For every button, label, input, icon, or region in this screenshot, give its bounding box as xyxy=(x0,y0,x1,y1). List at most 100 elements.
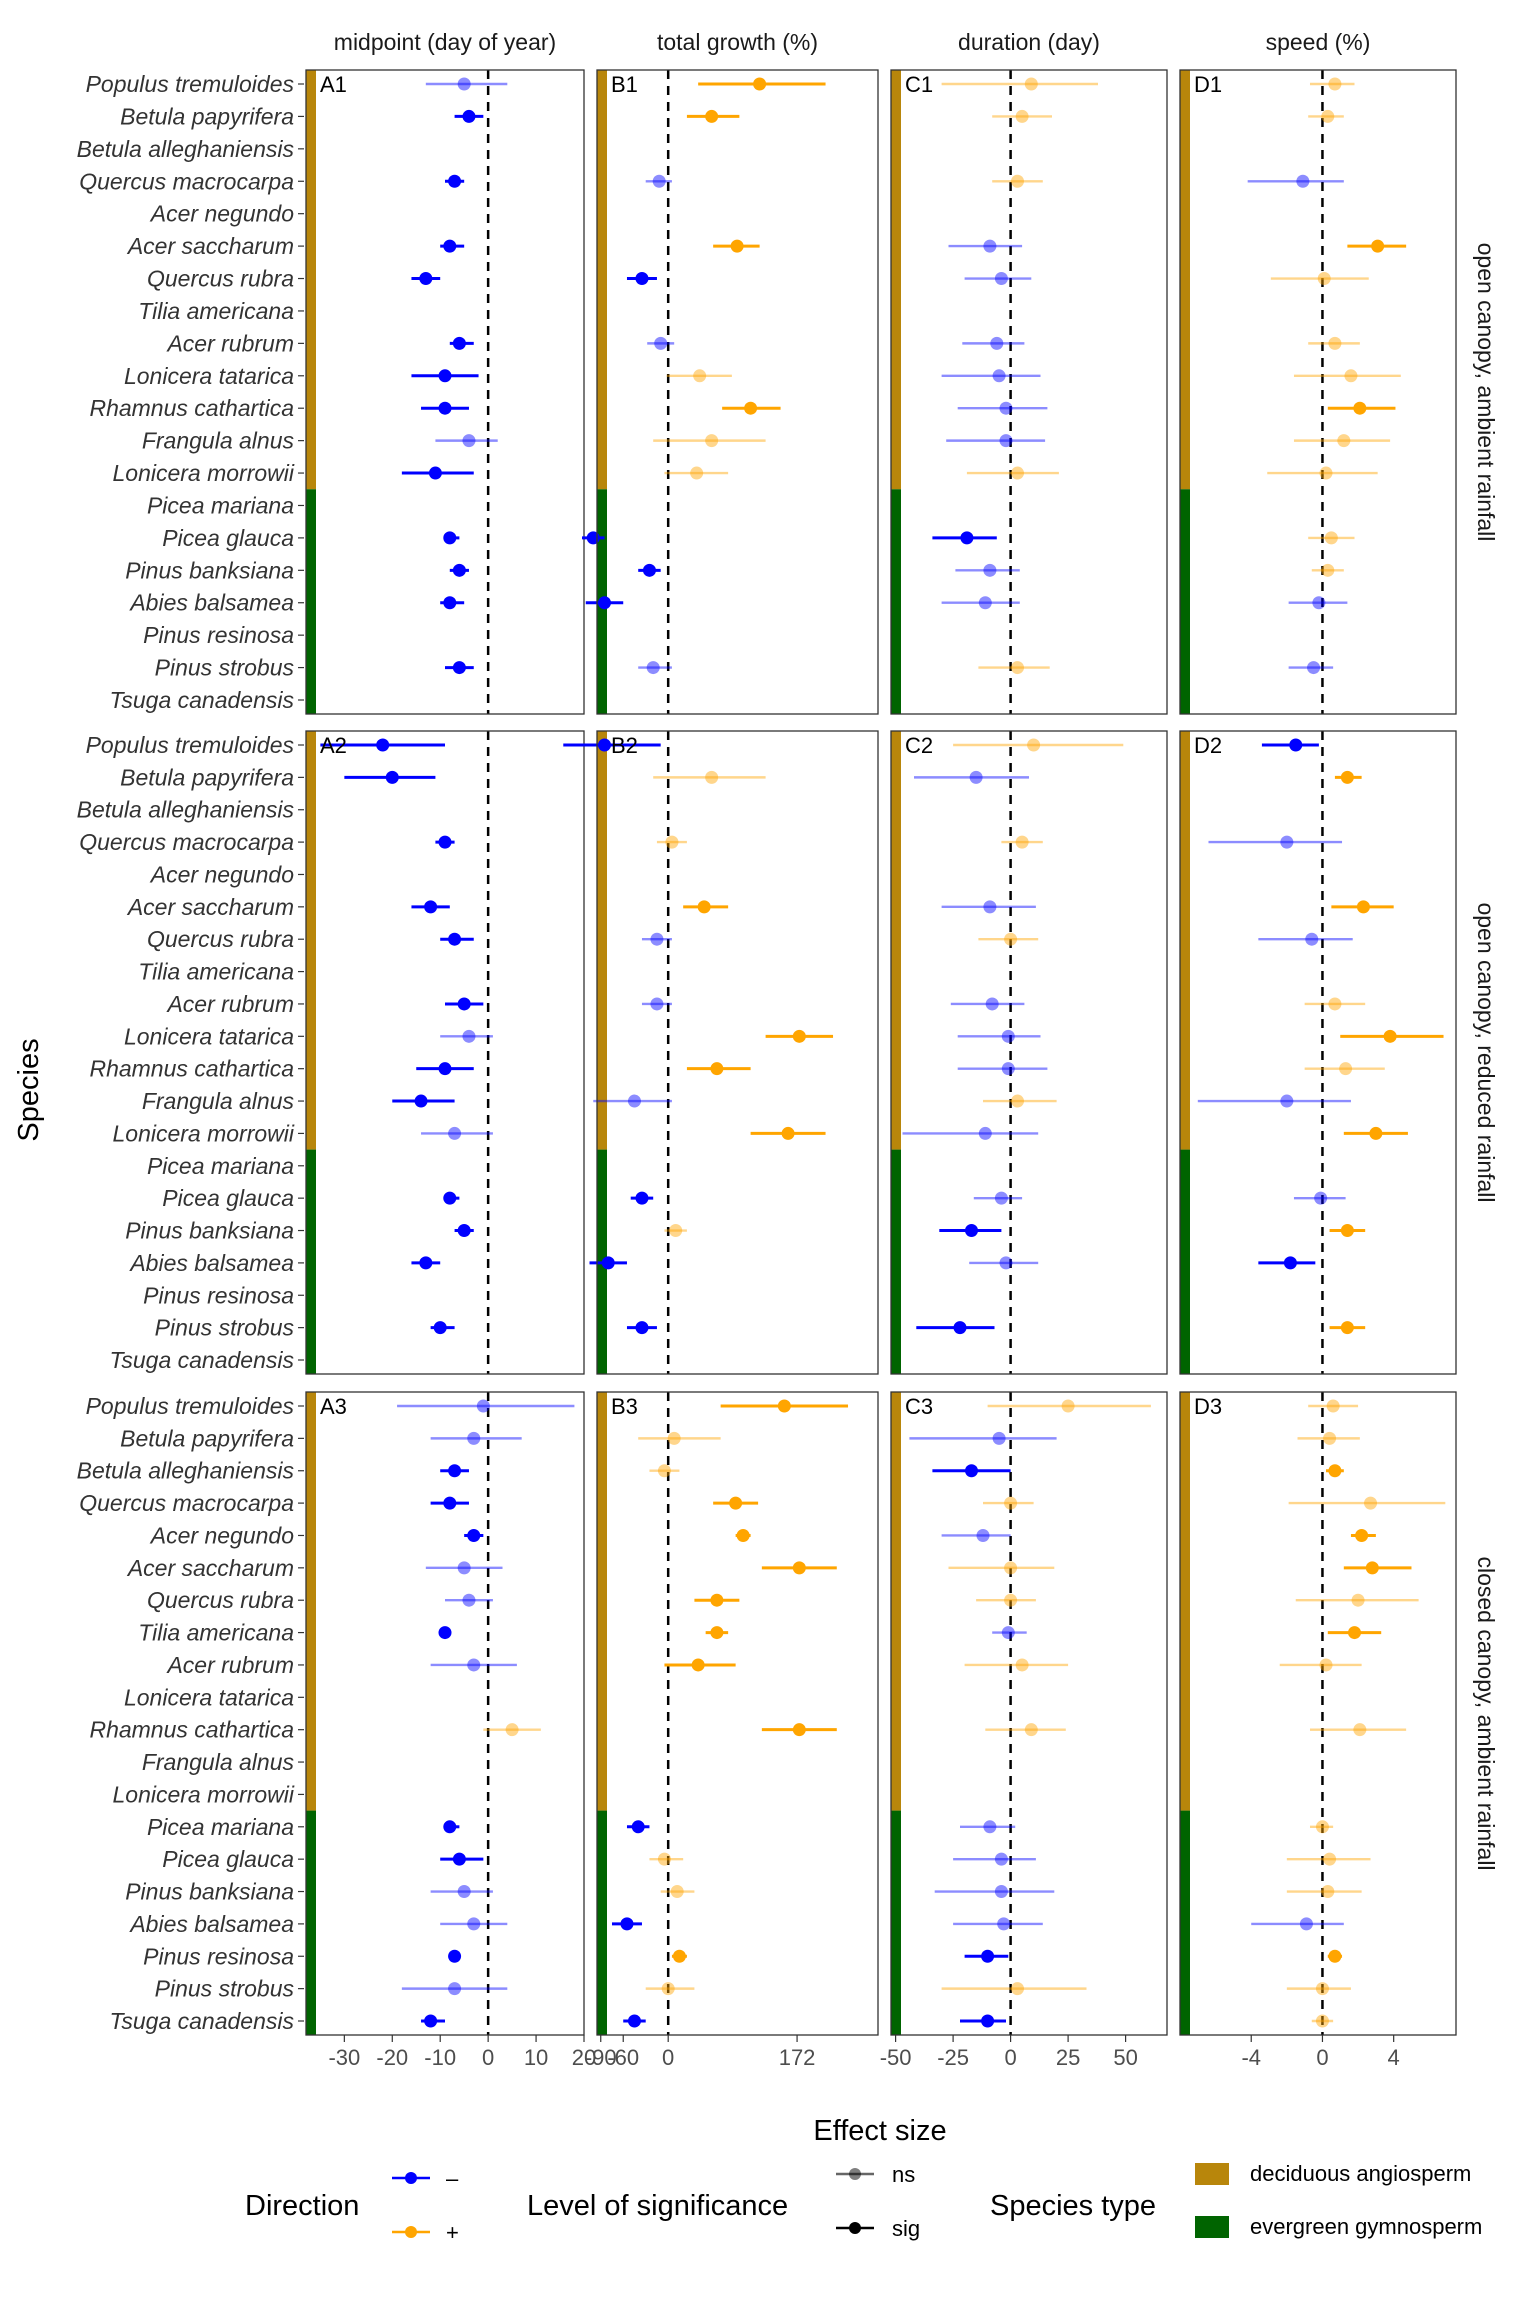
species-type-strip-evergreen-gymnosperm xyxy=(1180,489,1190,714)
point-b1-picea-glauca xyxy=(586,531,600,545)
panel-border xyxy=(596,730,879,1375)
point-c2-pinus-banksiana xyxy=(965,1224,978,1238)
panel-border xyxy=(1179,1391,1457,2036)
labels-layer: midpoint (day of year) total growth (%) du… xyxy=(77,29,1499,2034)
species-type-strip-deciduous-angiosperm xyxy=(891,1392,901,1811)
point-c2-picea-glauca xyxy=(994,1191,1008,1205)
point-a1-acer-saccharum xyxy=(443,239,457,253)
species-label-2-betula-papyrifera: Betula papyrifera xyxy=(120,764,294,790)
panels-layer: A1 B1 C1 D1 A2 B2 C2 D2 A3 -30 -20 -10 0 10 20 B3 -90-60… xyxy=(305,69,1457,2070)
species-label-1-pinus-banksiana: Pinus banksiana xyxy=(125,557,294,583)
point-c1-pinus-strobus xyxy=(1011,661,1024,675)
point-a3-rhamnus-cathartica xyxy=(505,1723,519,1737)
species-label-1-pinus-strobus: Pinus strobus xyxy=(155,655,295,681)
point-b2-quercus-macrocarpa xyxy=(665,835,679,849)
species-label-2-betula-alleghaniensis: Betula alleghaniensis xyxy=(77,797,295,823)
point-b3-abies-balsamea xyxy=(620,1917,634,1931)
point-d1-populus-tremuloides xyxy=(1328,77,1342,91)
panel-border xyxy=(596,69,879,715)
point-c3-betula-alleghaniensis xyxy=(965,1464,978,1478)
point-d3-betula-alleghaniensis xyxy=(1328,1464,1342,1478)
species-label-2-lonicera-tatarica: Lonicera tatarica xyxy=(124,1023,294,1049)
panel-tag-b3: B3 xyxy=(611,1394,638,1419)
point-c3-tilia-americana xyxy=(1001,1626,1015,1640)
point-a2-lonicera-morrowii xyxy=(448,1126,462,1140)
point-a3-populus-tremuloides xyxy=(476,1399,490,1413)
point-c2-quercus-rubra xyxy=(1004,932,1018,946)
point-b2-abies-balsamea xyxy=(601,1256,615,1270)
point-d2-betula-papyrifera xyxy=(1340,770,1354,784)
point-b3-quercus-macrocarpa xyxy=(729,1496,743,1510)
point-a1-abies-balsamea xyxy=(443,596,457,610)
species-label-3-quercus-rubra: Quercus rubra xyxy=(147,1587,294,1613)
point-b2-populus-tremuloides xyxy=(597,738,611,752)
point-d2-pinus-strobus xyxy=(1340,1321,1354,1335)
point-d1-lonicera-morrowii xyxy=(1319,466,1333,480)
point-c1-lonicera-tatarica xyxy=(992,369,1006,383)
panel-tag-d1: D1 xyxy=(1194,72,1222,97)
point-d2-lonicera-tatarica xyxy=(1383,1029,1397,1043)
panel-border xyxy=(596,1391,879,2036)
point-b2-lonicera-tatarica xyxy=(792,1029,806,1043)
species-label-3-rhamnus-cathartica: Rhamnus cathartica xyxy=(89,1717,294,1743)
species-label-1-populus-tremuloides: Populus tremuloides xyxy=(86,71,295,97)
y-axis-title: Species xyxy=(13,1038,45,1141)
point-d2-abies-balsamea xyxy=(1283,1256,1297,1270)
point-b3-acer-saccharum xyxy=(792,1561,806,1575)
point-b1-frangula-alnus xyxy=(705,434,719,448)
species-label-2-abies-balsamea: Abies balsamea xyxy=(128,1250,294,1276)
panel-border xyxy=(890,69,1168,715)
species-label-1-rhamnus-cathartica: Rhamnus cathartica xyxy=(89,395,294,421)
point-d3-pinus-banksiana xyxy=(1321,1885,1335,1899)
point-d2-rhamnus-cathartica xyxy=(1339,1062,1353,1076)
point-c3-acer-negundo xyxy=(976,1528,990,1542)
point-c2-rhamnus-cathartica xyxy=(1001,1062,1015,1076)
point-c3-picea-mariana xyxy=(983,1820,997,1834)
x-tick-label-2-0: -90 xyxy=(585,2045,617,2070)
legend-species-type: Species type deciduous angiosperm evergr… xyxy=(990,2161,1482,2239)
point-b2-acer-saccharum xyxy=(697,900,711,914)
panel-tag-d3: D3 xyxy=(1194,1394,1222,1419)
species-label-2-rhamnus-cathartica: Rhamnus cathartica xyxy=(89,1056,294,1082)
species-label-1-tsuga-canadensis: Tsuga canadensis xyxy=(109,687,294,713)
point-b1-rhamnus-cathartica xyxy=(744,401,758,415)
point-a3-tsuga-canadensis xyxy=(424,2014,438,2028)
legend-significance: Level of significance ns sig xyxy=(527,2162,920,2241)
point-c3-pinus-strobus xyxy=(1011,1982,1024,1996)
point-b1-lonicera-morrowii xyxy=(690,466,704,480)
species-label-2-lonicera-morrowii: Lonicera morrowii xyxy=(112,1120,294,1146)
species-type-strip-deciduous-angiosperm xyxy=(891,731,901,1150)
species-type-strip-deciduous-angiosperm xyxy=(597,70,607,490)
panel-d1: D1 xyxy=(1179,69,1457,715)
panel-a2: A2 xyxy=(305,730,585,1375)
x-tick-label-1-1: -20 xyxy=(376,2045,408,2070)
point-b2-picea-glauca xyxy=(635,1191,649,1205)
point-d2-acer-rubrum xyxy=(1328,997,1342,1011)
legend-direction-negative-label: – xyxy=(446,2166,459,2191)
panel-border xyxy=(890,1391,1168,2036)
point-b1-lonicera-tatarica xyxy=(693,369,707,383)
panel-border xyxy=(1179,69,1457,715)
point-c2-pinus-strobus xyxy=(953,1321,967,1335)
point-b1-quercus-rubra xyxy=(635,272,649,286)
column-title-3: duration (day) xyxy=(958,29,1100,55)
panel-a1: A1 xyxy=(305,69,585,715)
point-a1-picea-glauca xyxy=(443,531,457,545)
panel-tag-a3: A3 xyxy=(320,1394,347,1419)
point-d3-quercus-macrocarpa xyxy=(1364,1496,1378,1510)
point-c3-quercus-rubra xyxy=(1004,1593,1018,1607)
panel-tag-a1: A1 xyxy=(320,72,347,97)
point-b3-pinus-banksiana xyxy=(670,1885,684,1899)
species-label-1-betula-alleghaniensis: Betula alleghaniensis xyxy=(77,136,295,162)
x-tick-label-3-2: 0 xyxy=(1004,2045,1016,2070)
species-label-2-quercus-rubra: Quercus rubra xyxy=(147,926,294,952)
point-d3-pinus-resinosa xyxy=(1328,1949,1342,1963)
species-type-strip-deciduous-angiosperm xyxy=(597,1392,607,1811)
species-label-3-pinus-strobus: Pinus strobus xyxy=(155,1976,295,2002)
panel-tag-a2: A2 xyxy=(320,733,347,758)
panel-c2: C2 xyxy=(890,730,1168,1375)
point-b3-acer-rubrum xyxy=(691,1658,705,1672)
point-a1-populus-tremuloides xyxy=(457,77,471,91)
point-d2-quercus-macrocarpa xyxy=(1280,835,1294,849)
species-type-strip-evergreen-gymnosperm xyxy=(306,1810,316,2035)
